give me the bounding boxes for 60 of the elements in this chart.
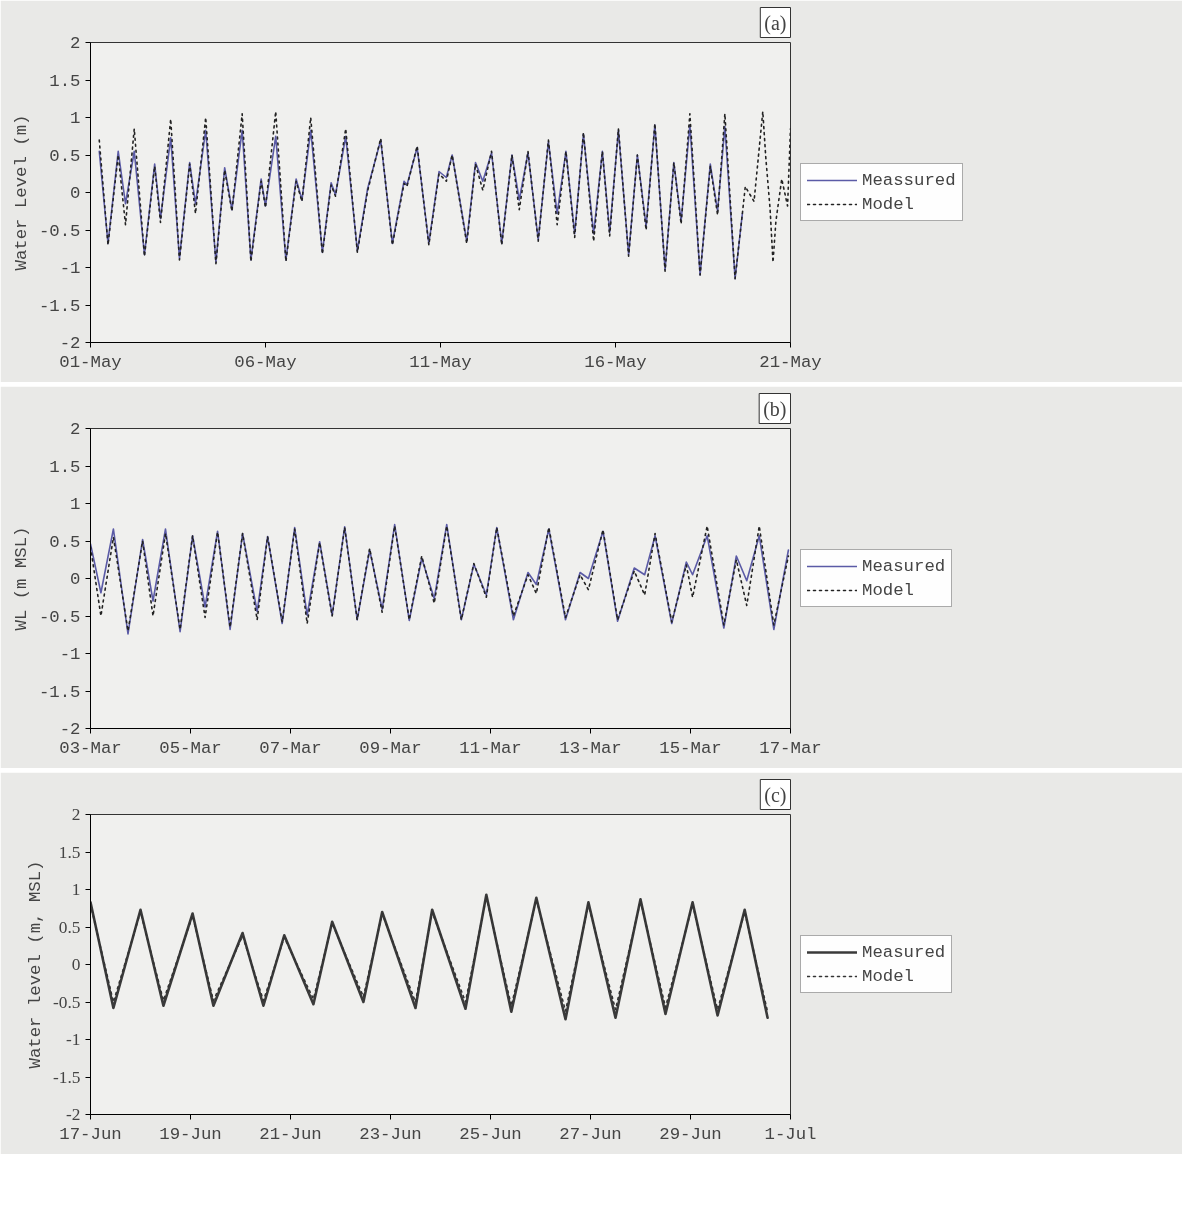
y-tick-label: 2 [70,34,81,53]
y-tick-label: 0 [71,955,81,974]
y-tick-label: 2 [70,420,81,439]
y-tick-label: -1.5 [38,682,81,702]
legend-label: Measured [862,942,946,962]
y-tick-label: 1.5 [49,457,81,477]
y-tick-label: 0.5 [58,917,81,937]
text: (a) [764,11,787,35]
x-tick-label: 21-Jun [259,1124,322,1144]
y-tick-label: -1.5 [53,1067,81,1087]
y-tick-label: -1.5 [38,296,81,316]
y-tick-label: -0.5 [38,221,81,241]
x-tick-label: 23-Jun [359,1124,422,1144]
x-tick-label: 07-Mar [259,738,322,758]
legend-label: Model [862,580,914,600]
x-tick-label: 11-Mar [459,738,522,758]
x-tick-label: 01-May [59,352,122,372]
y-axis-title: Water Level (m) [11,114,31,271]
x-tick-label: 29-Jun [659,1124,722,1144]
y-tick-label: 1 [71,880,81,899]
y-tick-label: -2 [66,1105,81,1124]
x-tick-label: 15-Mar [659,738,722,758]
x-tick-label: 21-May [759,352,822,372]
x-tick-label: 17-Jun [59,1124,122,1144]
x-tick-label: 17-Mar [759,738,822,758]
y-tick-label: -0.5 [38,607,81,627]
y-tick-label: 1.5 [49,71,81,91]
x-tick-label: 05-Mar [159,738,222,758]
legend-label: Meassured [862,170,956,190]
y-tick-label: 0.5 [49,532,81,552]
legend-label: Model [862,966,914,986]
x-tick-label: 06-May [234,352,297,372]
x-tick-label: 1-Jul [764,1124,817,1144]
x-tick-label: 13-Mar [559,738,622,758]
x-tick-label: 19-Jun [159,1124,222,1144]
legend-label: Model [862,194,914,214]
text: (c) [764,783,787,807]
y-tick-label: -1 [59,259,81,278]
y-tick-label: 2 [71,805,81,824]
y-tick-label: -1 [59,645,81,664]
x-tick-label: 25-Jun [459,1124,522,1144]
x-tick-label: 16-May [584,352,647,372]
x-tick-label: 09-Mar [359,738,422,758]
x-tick-label: 03-Mar [59,738,122,758]
y-tick-label: 1.5 [58,842,81,862]
y-tick-label: 1 [70,495,81,514]
y-tick-label: -2 [59,720,81,739]
y-tick-label: -1 [66,1030,81,1049]
y-axis-title: Water level (m, MSL) [26,860,46,1069]
y-tick-label: -0.5 [53,992,81,1012]
y-tick-label: 1 [70,109,81,128]
legend-label: Measured [862,556,946,576]
y-tick-label: -2 [59,334,81,353]
y-tick-label: 0.5 [49,146,81,166]
y-axis-title: WL (m MSL) [11,526,31,631]
y-tick-label: 0 [70,184,81,203]
x-tick-label: 11-May [409,352,472,372]
text: (b) [763,397,787,421]
y-tick-label: 0 [70,570,81,589]
x-tick-label: 27-Jun [559,1124,622,1144]
